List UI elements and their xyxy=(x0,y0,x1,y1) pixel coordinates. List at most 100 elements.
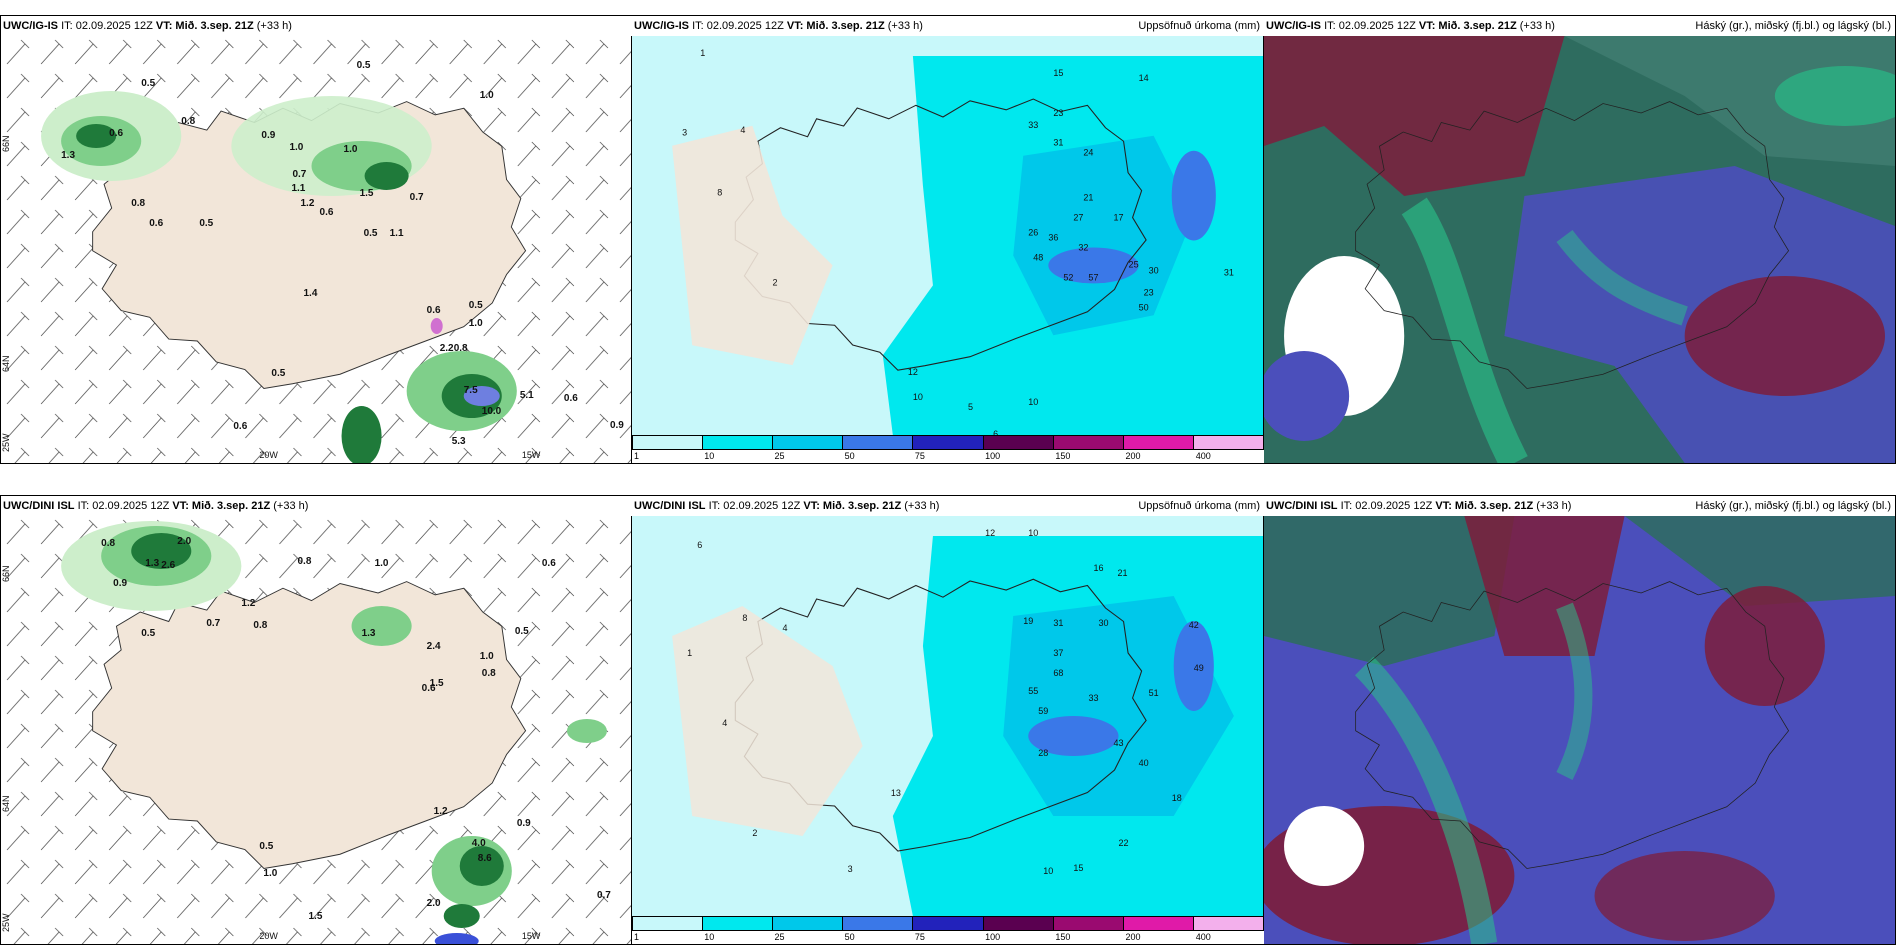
svg-text:0.9: 0.9 xyxy=(113,578,127,589)
svg-text:1.0: 1.0 xyxy=(263,868,277,879)
svg-text:59: 59 xyxy=(1038,706,1048,716)
cloud-cover-map[interactable] xyxy=(1264,516,1895,944)
svg-text:2.0: 2.0 xyxy=(177,536,191,547)
svg-text:0.7: 0.7 xyxy=(597,890,611,901)
svg-text:66N: 66N xyxy=(1,565,11,582)
svg-text:15: 15 xyxy=(1073,863,1083,873)
colorbar-swatch xyxy=(773,917,844,930)
svg-text:31: 31 xyxy=(1053,618,1063,628)
svg-text:1.2: 1.2 xyxy=(434,806,448,817)
precip-colorbar: 1 10 25 50 75 100 150 200 400 xyxy=(632,916,1264,944)
svg-text:6: 6 xyxy=(993,429,998,435)
svg-text:13: 13 xyxy=(891,788,901,798)
svg-text:49: 49 xyxy=(1194,663,1204,673)
svg-text:0.7: 0.7 xyxy=(410,192,424,203)
svg-text:50: 50 xyxy=(1139,302,1149,312)
svg-text:51: 51 xyxy=(1149,688,1159,698)
colorbar-label: 50 xyxy=(844,451,855,461)
precip-accum-map[interactable]: 12 10 16 21 19 31 37 30 42 49 55 59 68 4… xyxy=(632,516,1264,916)
svg-text:4: 4 xyxy=(782,623,787,633)
colorbar-swatch xyxy=(703,917,774,930)
colorbar-label: 10 xyxy=(704,451,715,461)
precip-accum-map[interactable]: 15 14 23 33 24 31 27 17 21 26 36 48 52 5… xyxy=(632,36,1264,435)
panel-top-right: UWC/IG-IS IT: 02.09.2025 12Z VT: Mið. 3.… xyxy=(1263,15,1896,464)
svg-text:28: 28 xyxy=(1038,748,1048,758)
colorbar-swatch xyxy=(1123,917,1194,930)
svg-text:15W: 15W xyxy=(522,450,541,460)
svg-text:17: 17 xyxy=(1114,213,1124,223)
svg-text:0.8: 0.8 xyxy=(131,198,145,209)
header-title: Háský (gr.), miðský (fj.bl.) og lágský (… xyxy=(1695,500,1891,512)
map-value-labels: 0.8 2.0 1.3 2.6 0.9 0.8 1.0 0.7 1.2 0.8 … xyxy=(101,536,611,922)
colorbar-label: 200 xyxy=(1125,451,1141,461)
svg-text:0.5: 0.5 xyxy=(199,218,213,229)
svg-text:4.0: 4.0 xyxy=(472,838,486,849)
svg-text:37: 37 xyxy=(1053,648,1063,658)
panel-header: UWC/DINI ISL IT: 02.09.2025 12Z VT: Mið.… xyxy=(1,496,632,516)
svg-text:1.2: 1.2 xyxy=(241,598,255,609)
header-left: UWC/IG-IS IT: 02.09.2025 12Z VT: Mið. 3.… xyxy=(634,20,923,32)
svg-text:0.8: 0.8 xyxy=(253,620,267,631)
colorbar-swatch xyxy=(773,436,844,449)
map-value-labels: 12 10 16 21 19 31 37 30 42 49 55 59 68 4… xyxy=(687,528,1204,876)
cloud-cover-map[interactable] xyxy=(1264,36,1895,463)
panel-header: UWC/IG-IS IT: 02.09.2025 12Z VT: Mið. 3.… xyxy=(1,16,632,36)
svg-text:57: 57 xyxy=(1088,272,1098,282)
svg-text:10.0: 10.0 xyxy=(482,406,502,417)
svg-text:4: 4 xyxy=(722,718,727,728)
panel-header: UWC/DINI ISL IT: 02.09.2025 12Z VT: Mið.… xyxy=(1264,496,1895,516)
svg-text:3: 3 xyxy=(682,128,687,138)
svg-text:1.0: 1.0 xyxy=(469,318,483,329)
header-left: UWC/IG-IS IT: 02.09.2025 12Z VT: Mið. 3.… xyxy=(3,20,292,32)
colorbar-swatch xyxy=(1123,436,1194,449)
svg-text:1.5: 1.5 xyxy=(430,678,444,689)
colorbar-swatch xyxy=(703,436,774,449)
svg-text:25W: 25W xyxy=(1,913,11,932)
svg-text:1.0: 1.0 xyxy=(480,90,494,101)
wind-precip-map[interactable]: 0.8 2.0 1.3 2.6 0.9 0.8 1.0 0.7 1.2 0.8 … xyxy=(1,516,632,944)
svg-text:0.8: 0.8 xyxy=(101,538,115,549)
svg-text:0.9: 0.9 xyxy=(517,818,531,829)
svg-text:16: 16 xyxy=(1093,563,1103,573)
colorbar-swatch xyxy=(1193,436,1263,449)
svg-text:6: 6 xyxy=(697,540,702,550)
svg-text:10: 10 xyxy=(1043,866,1053,876)
svg-text:12: 12 xyxy=(985,528,995,538)
svg-text:55: 55 xyxy=(1028,686,1038,696)
header-left: UWC/DINI ISL IT: 02.09.2025 12Z VT: Mið.… xyxy=(3,500,309,512)
colorbar-label: 200 xyxy=(1125,932,1141,942)
svg-text:12: 12 xyxy=(908,367,918,377)
svg-text:1.5: 1.5 xyxy=(308,911,322,922)
colorbar-label: 75 xyxy=(914,451,925,461)
colorbar-swatch xyxy=(1193,917,1263,930)
svg-text:32: 32 xyxy=(1078,242,1088,252)
svg-text:0.8: 0.8 xyxy=(181,116,195,127)
svg-text:15: 15 xyxy=(1053,68,1063,78)
svg-text:31: 31 xyxy=(1053,138,1063,148)
svg-text:23: 23 xyxy=(1053,108,1063,118)
svg-text:0.8: 0.8 xyxy=(297,556,311,567)
wind-precip-map[interactable]: 0.5 0.5 1.0 0.6 0.8 1.3 0.9 1.0 0.7 1.1 … xyxy=(1,36,632,463)
colorbar-label: 400 xyxy=(1195,451,1211,461)
colorbar-swatch xyxy=(843,436,914,449)
precip-colorbar: 1 10 25 50 75 100 150 200 400 xyxy=(632,435,1264,463)
svg-text:15W: 15W xyxy=(522,931,541,941)
svg-text:1.2: 1.2 xyxy=(300,198,314,209)
colorbar-label: 150 xyxy=(1055,451,1071,461)
svg-text:0.6: 0.6 xyxy=(109,128,123,139)
svg-text:43: 43 xyxy=(1114,738,1124,748)
colorbar-swatch xyxy=(1053,917,1124,930)
svg-text:0.5: 0.5 xyxy=(141,78,155,89)
svg-text:2: 2 xyxy=(752,828,757,838)
colorbar-label: 25 xyxy=(774,451,785,461)
svg-text:20W: 20W xyxy=(259,931,278,941)
svg-text:23: 23 xyxy=(1144,287,1154,297)
header-left: UWC/DINI ISL IT: 02.09.2025 12Z VT: Mið.… xyxy=(634,500,940,512)
colorbar-label: 10 xyxy=(704,932,715,942)
svg-text:66N: 66N xyxy=(1,135,11,152)
header-left: UWC/DINI ISL IT: 02.09.2025 12Z VT: Mið.… xyxy=(1266,500,1572,512)
colorbar-label: 25 xyxy=(774,932,785,942)
svg-text:1.1: 1.1 xyxy=(390,228,404,239)
svg-text:1: 1 xyxy=(700,48,705,58)
svg-text:0.6: 0.6 xyxy=(542,558,556,569)
